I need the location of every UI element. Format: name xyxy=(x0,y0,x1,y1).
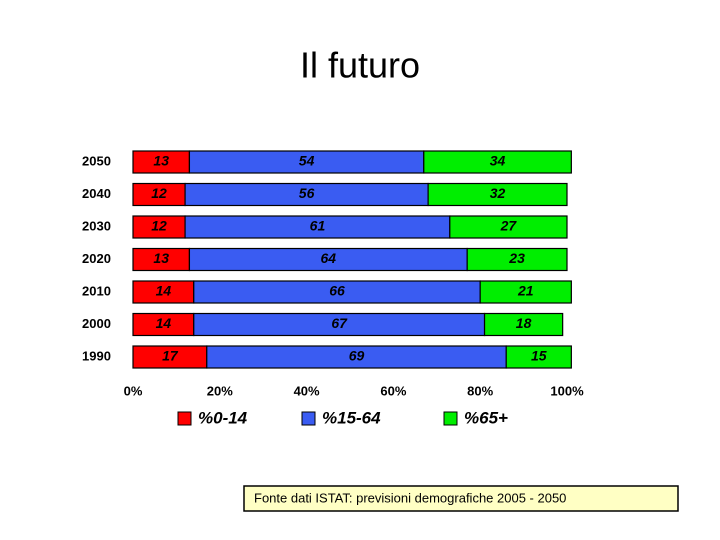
legend-label: %15-64 xyxy=(322,408,381,427)
legend-swatch xyxy=(301,411,316,426)
x-tick-label: 100% xyxy=(550,383,584,398)
data-label: 23 xyxy=(508,250,525,266)
bar-segment xyxy=(466,247,568,272)
data-label: 32 xyxy=(490,185,506,201)
y-tick-label: 2020 xyxy=(82,251,111,266)
data-label: 27 xyxy=(500,218,518,234)
bar-segment xyxy=(449,215,568,239)
source-box xyxy=(243,485,679,512)
y-tick-label: 1990 xyxy=(82,348,111,363)
x-tick-label: 60% xyxy=(380,383,406,398)
data-label: 34 xyxy=(490,153,506,169)
y-tick-label: 2000 xyxy=(82,316,111,331)
x-tick-label: 0% xyxy=(124,383,143,398)
data-label: 67 xyxy=(331,315,348,331)
bar-segment xyxy=(479,280,572,304)
y-tick-label: 2040 xyxy=(82,186,111,201)
x-tick-label: 20% xyxy=(207,383,233,398)
bar-segment xyxy=(505,345,572,369)
data-label: 15 xyxy=(531,348,547,364)
y-tick-label: 2010 xyxy=(82,283,111,298)
legend-swatch xyxy=(443,411,458,426)
data-label: 54 xyxy=(299,153,315,169)
data-label: 69 xyxy=(349,348,365,364)
data-label: 56 xyxy=(299,185,315,201)
data-label: 64 xyxy=(321,250,337,266)
legend-swatch xyxy=(177,411,192,426)
x-tick-label: 40% xyxy=(294,383,320,398)
data-label: 61 xyxy=(310,218,326,234)
data-label: 17 xyxy=(162,348,179,364)
bar-segment xyxy=(483,312,564,337)
data-label: 14 xyxy=(156,283,172,299)
slide-title: Il futuro xyxy=(300,45,420,86)
data-label: 14 xyxy=(156,315,172,331)
y-tick-label: 2030 xyxy=(82,218,111,233)
data-label: 13 xyxy=(153,250,169,266)
bar-segment xyxy=(427,182,568,207)
legend-label: %0-14 xyxy=(198,408,248,427)
source-note: Fonte dati ISTAT: previsioni demografich… xyxy=(254,490,566,505)
x-tick-label: 80% xyxy=(467,383,493,398)
data-label: 66 xyxy=(329,283,345,299)
data-label: 12 xyxy=(151,185,167,201)
data-label: 21 xyxy=(517,283,534,299)
y-tick-label: 2050 xyxy=(82,153,111,168)
data-label: 12 xyxy=(151,218,167,234)
data-label: 18 xyxy=(516,315,532,331)
legend-label: %65+ xyxy=(464,408,508,427)
bar-segment xyxy=(423,150,572,174)
data-label: 13 xyxy=(153,153,169,169)
